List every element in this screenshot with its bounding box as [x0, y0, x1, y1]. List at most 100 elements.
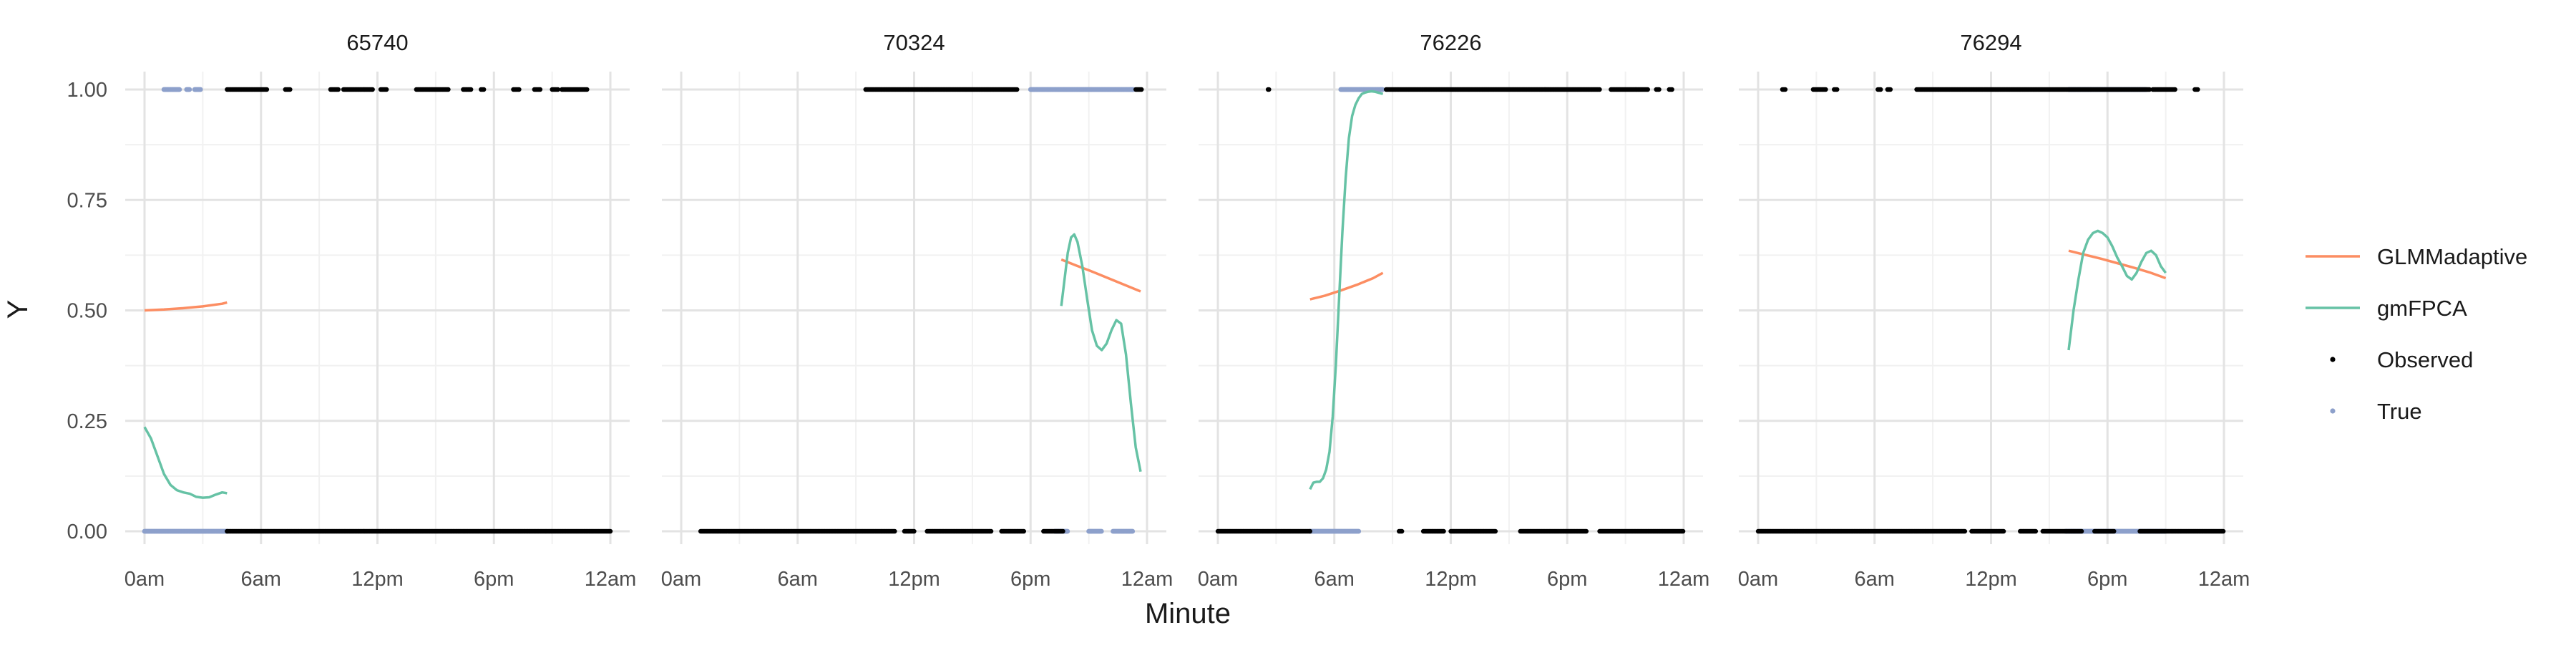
true-point	[1380, 87, 1385, 92]
observed-point	[892, 528, 897, 534]
gmfpca-line	[143, 426, 228, 499]
legend-label: GLMMadaptive	[2377, 244, 2527, 269]
observed-point	[1441, 528, 1446, 534]
true-point	[197, 87, 203, 92]
glmmadaptive-line	[1309, 271, 1384, 301]
y-tick-label: 0.00	[67, 521, 107, 543]
gmfpca-line	[1060, 233, 1142, 473]
x-tick-label: 12am	[1121, 568, 1174, 591]
true-point	[1130, 528, 1136, 534]
observed-point	[482, 87, 487, 92]
legend: GLMMadaptive gmFPCA Observed True	[2306, 244, 2527, 424]
observed-point	[1835, 87, 1840, 92]
true-point	[177, 87, 182, 92]
observed-point	[2147, 87, 2152, 92]
true-point	[187, 87, 192, 92]
x-tick-label: 6pm	[474, 568, 514, 591]
x-tick-label: 12am	[2198, 568, 2250, 591]
observed-point	[1680, 528, 1686, 534]
observed-point	[1645, 87, 1650, 92]
x-tick-label: 6am	[1314, 568, 1355, 591]
observed-point	[1782, 87, 1788, 92]
observed-point	[264, 87, 270, 92]
observed-point	[2195, 87, 2200, 92]
observed-point	[2001, 528, 2006, 534]
gmfpca-line	[1309, 90, 1384, 490]
facet-title-70324: 70324	[883, 30, 945, 55]
legend-key-observed	[2330, 357, 2336, 362]
x-tick-label: 12am	[585, 568, 637, 591]
x-tick-label: 12am	[1658, 568, 1710, 591]
x-tick-label: 12pm	[888, 568, 940, 591]
x-tick-label: 6pm	[1010, 568, 1050, 591]
true-point	[1356, 528, 1362, 534]
legend-label: True	[2377, 399, 2422, 424]
observed-point	[1669, 87, 1674, 92]
observed-point	[384, 87, 389, 92]
x-tick-label: 6am	[1855, 568, 1895, 591]
observed-point	[1823, 87, 1828, 92]
x-tick-label: 6pm	[1547, 568, 1587, 591]
observed-point	[2220, 528, 2226, 534]
x-tick-label: 12pm	[1965, 568, 2017, 591]
gmfpca-line	[2067, 229, 2167, 351]
observed-point	[2112, 528, 2117, 534]
facet-title-65740: 65740	[346, 30, 408, 55]
observed-point	[555, 87, 560, 92]
observed-point	[1878, 87, 1883, 92]
facet-panel-76294: 76294 0am 6am 12pm 6pm 12am	[1738, 30, 2250, 591]
facet-title-76226: 76226	[1420, 30, 1481, 55]
observed-point	[288, 87, 293, 92]
facet-panel-70324: 70324 0am 6am 12pm 6pm 12am	[661, 30, 1173, 591]
glmmadaptive-line	[1060, 258, 1141, 293]
glmmadaptive-line	[144, 301, 228, 312]
observed-point	[2033, 528, 2039, 534]
observed-point	[469, 87, 474, 92]
observed-point	[1060, 528, 1065, 534]
observed-point	[517, 87, 522, 92]
observed-point	[1493, 528, 1498, 534]
observed-point	[1584, 528, 1589, 534]
true-point	[1098, 528, 1104, 534]
observed-point	[537, 87, 543, 92]
observed-point	[1962, 528, 1968, 534]
observed-point	[988, 528, 994, 534]
y-tick-label: 1.00	[67, 79, 107, 102]
true-point	[1065, 528, 1070, 534]
facet-panel-76226: 76226 0am 6am 12pm 6pm 12am	[1198, 30, 1709, 591]
observed-point	[446, 87, 451, 92]
observed-point	[585, 87, 590, 92]
observed-point	[1015, 87, 1020, 92]
observed-point	[912, 528, 917, 534]
x-tick-label: 6pm	[2087, 568, 2127, 591]
x-axis-title: Minute	[1145, 598, 1231, 629]
observed-point	[2079, 528, 2084, 534]
observed-point	[1267, 87, 1272, 92]
y-tick-label: 0.50	[67, 300, 107, 323]
x-tick-label: 0am	[661, 568, 701, 591]
observed-point	[1888, 87, 1893, 92]
legend-key-true	[2330, 408, 2336, 414]
observed-point	[1021, 528, 1027, 534]
observed-point	[1139, 87, 1144, 92]
observed-point	[1400, 528, 1405, 534]
x-tick-label: 12pm	[351, 568, 404, 591]
legend-label: Observed	[2377, 347, 2473, 372]
observed-point	[1307, 528, 1313, 534]
observed-point	[370, 87, 375, 92]
observed-point	[608, 528, 613, 534]
x-tick-label: 6am	[778, 568, 818, 591]
facet-title-76294: 76294	[1960, 30, 2021, 55]
y-tick-label: 0.25	[67, 410, 107, 433]
observed-point	[336, 87, 341, 92]
y-axis-title: Y	[2, 300, 34, 319]
glmmadaptive-line	[2068, 249, 2167, 280]
legend-label: gmFPCA	[2377, 296, 2467, 321]
observed-point	[1597, 87, 1602, 92]
x-tick-label: 0am	[1738, 568, 1778, 591]
facet-panel-65740: 65740 0am 6am 12pm 6pm 12am	[125, 30, 636, 591]
observed-point	[1657, 87, 1662, 92]
x-tick-label: 0am	[125, 568, 165, 591]
x-tick-label: 6am	[241, 568, 281, 591]
